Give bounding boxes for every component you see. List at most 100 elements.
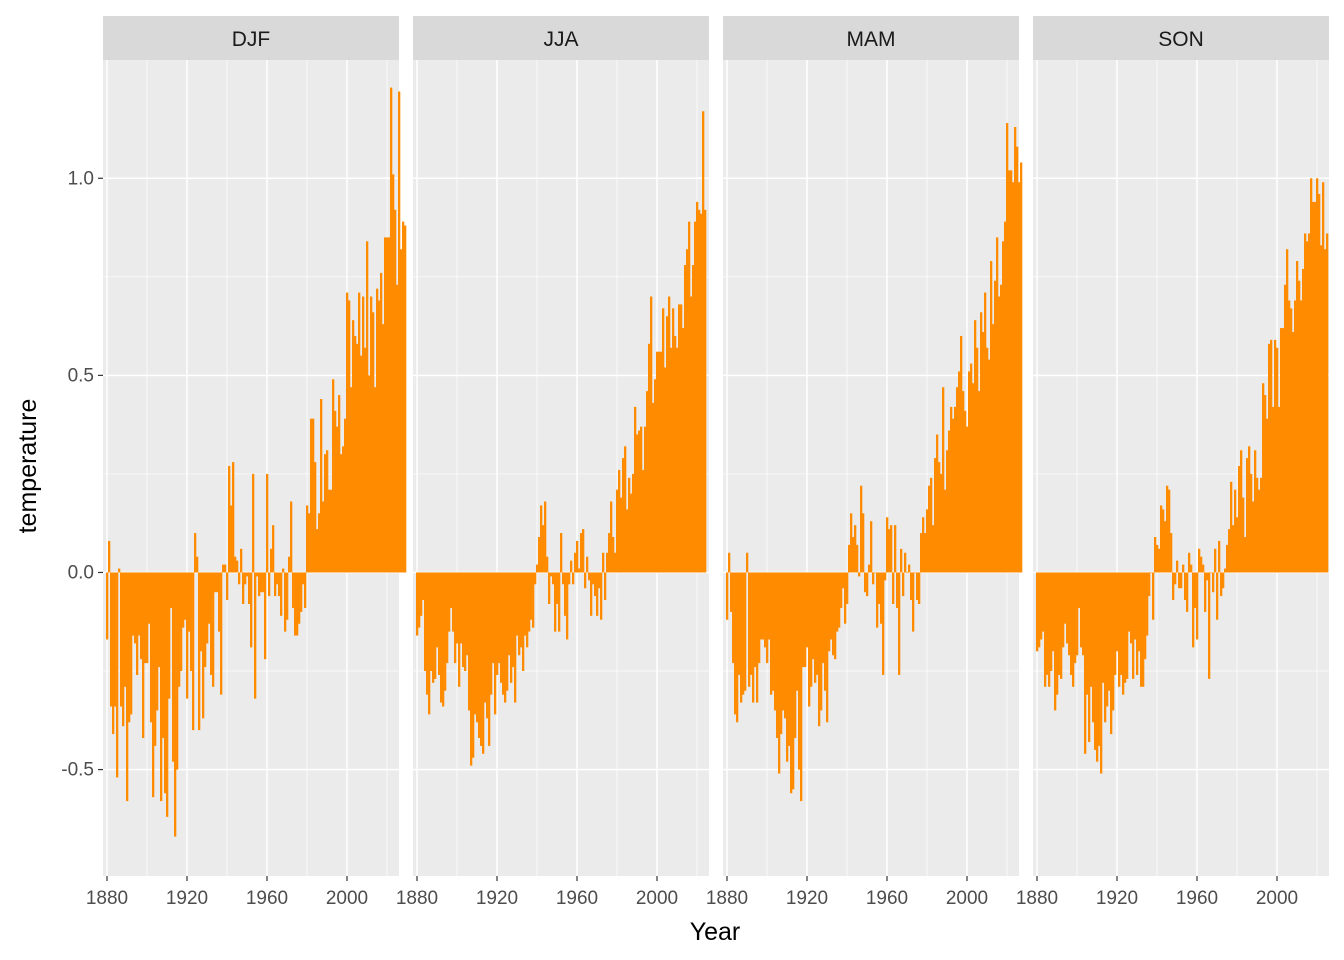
- bar-mam-1937: [840, 572, 843, 608]
- bar-son-2016: [1308, 233, 1311, 573]
- bar-son-1990: [1256, 477, 1259, 573]
- bar-djf-1959: [264, 572, 267, 660]
- bar-mam-1963: [892, 572, 895, 604]
- facet-panel-mam: MAM 1880 1920 1960 2000: [706, 16, 1023, 909]
- bar-son-1945: [1166, 485, 1169, 573]
- bar-son-1913: [1102, 572, 1105, 683]
- bar-mam-1923: [812, 572, 815, 660]
- bar-mam-1890: [746, 552, 749, 573]
- bar-jja-1916: [488, 572, 491, 746]
- bar-son-1997: [1270, 339, 1273, 573]
- bar-mam-2022: [1010, 170, 1013, 573]
- bar-jja-1932: [520, 572, 523, 648]
- bar-mam-1938: [842, 572, 845, 589]
- bar-jja-1952: [560, 533, 563, 573]
- bar-jja-1965: [586, 556, 589, 573]
- bar-jja-1927: [510, 572, 513, 683]
- bar-jja-2024: [704, 209, 707, 573]
- bar-son-1977: [1230, 481, 1233, 573]
- bar-mam-1954: [874, 572, 877, 574]
- bar-jja-2013: [682, 328, 685, 573]
- facet-strip-label: SON: [1158, 28, 1204, 51]
- bar-son-1973: [1222, 572, 1225, 589]
- bar-jja-1887: [430, 572, 433, 672]
- bar-jja-1911: [478, 572, 481, 739]
- bar-mam-1958: [882, 572, 885, 675]
- bar-mam-1920: [806, 572, 809, 648]
- bar-son-1971: [1218, 540, 1221, 573]
- bar-mam-1901: [768, 572, 771, 640]
- bar-son-1991: [1258, 489, 1261, 573]
- bar-mam-2015: [996, 237, 999, 573]
- bar-jja-1958: [572, 572, 575, 585]
- bar-son-2023: [1322, 182, 1325, 573]
- bar-mam-1941: [848, 544, 851, 573]
- bar-mam-1903: [772, 572, 775, 691]
- bar-jja-1945: [546, 556, 549, 573]
- bar-djf-1900: [146, 572, 149, 664]
- bar-djf-1956: [258, 572, 261, 597]
- bar-djf-2013: [372, 312, 375, 573]
- bar-djf-1902: [150, 572, 153, 723]
- bar-jja-2015: [686, 249, 689, 573]
- bar-djf-1992: [330, 489, 333, 573]
- x-tick-label: 2000: [326, 888, 368, 909]
- bar-jja-2002: [660, 351, 663, 573]
- bar-mam-1927: [820, 572, 823, 711]
- bar-mam-2013: [992, 324, 995, 573]
- bar-mam-1990: [946, 450, 949, 573]
- bar-son-1883: [1042, 572, 1045, 632]
- bar-son-1988: [1252, 501, 1255, 573]
- bar-son-1959: [1194, 572, 1197, 608]
- bar-son-1975: [1226, 544, 1229, 573]
- bar-mam-1968: [902, 572, 905, 597]
- bar-mam-1906: [778, 572, 781, 774]
- bar-jja-1918: [492, 572, 495, 664]
- bar-jja-1981: [618, 469, 621, 573]
- bar-mam-1987: [940, 473, 943, 573]
- bar-mam-1971: [908, 564, 911, 573]
- bar-mam-2021: [1008, 170, 1011, 573]
- bar-djf-1931: [208, 572, 211, 624]
- bar-mam-2018: [1002, 241, 1005, 573]
- bar-djf-1937: [220, 572, 223, 695]
- bar-jja-1987: [630, 493, 633, 573]
- bar-djf-1896: [138, 572, 141, 636]
- bar-son-1968: [1212, 572, 1215, 593]
- bar-mam-1982: [930, 477, 933, 573]
- bar-son-1922: [1120, 572, 1123, 675]
- bar-mam-2016: [998, 296, 1001, 573]
- bar-djf-2005: [356, 343, 359, 573]
- bar-mam-1969: [904, 552, 907, 573]
- bar-djf-1905: [156, 572, 159, 711]
- bar-djf-1986: [318, 513, 321, 573]
- bar-mam-1979: [924, 533, 927, 573]
- bar-djf-1991: [328, 489, 331, 573]
- bar-mam-1964: [894, 525, 897, 573]
- bar-jja-1970: [596, 572, 599, 616]
- bar-son-1887: [1050, 572, 1053, 672]
- bar-mam-1966: [898, 572, 901, 675]
- bar-jja-1936: [528, 572, 531, 632]
- bar-djf-1997: [340, 454, 343, 573]
- bar-djf-1935: [216, 572, 219, 593]
- bar-son-2011: [1298, 280, 1301, 573]
- bar-djf-1945: [236, 560, 239, 573]
- bar-djf-1971: [288, 556, 291, 573]
- bar-djf-1890: [126, 572, 129, 802]
- bar-son-2025: [1326, 233, 1329, 573]
- x-tick-label: 1960: [1176, 888, 1218, 909]
- bar-jja-1954: [564, 572, 567, 616]
- bar-mam-1952: [870, 521, 873, 573]
- bar-djf-1922: [190, 572, 193, 672]
- bar-son-1949: [1174, 572, 1177, 585]
- facet-panel-jja: JJA 1880 1920 1960 2000: [396, 16, 709, 909]
- bar-mam-1995: [956, 387, 959, 573]
- bar-jja-1968: [592, 572, 595, 585]
- bar-son-1985: [1246, 458, 1249, 573]
- bar-djf-1887: [120, 572, 123, 707]
- bar-mam-1881: [728, 552, 731, 573]
- facet-panel-djf: DJF 1880 1920 1960 2000: [86, 16, 407, 909]
- bar-son-1992: [1260, 477, 1263, 573]
